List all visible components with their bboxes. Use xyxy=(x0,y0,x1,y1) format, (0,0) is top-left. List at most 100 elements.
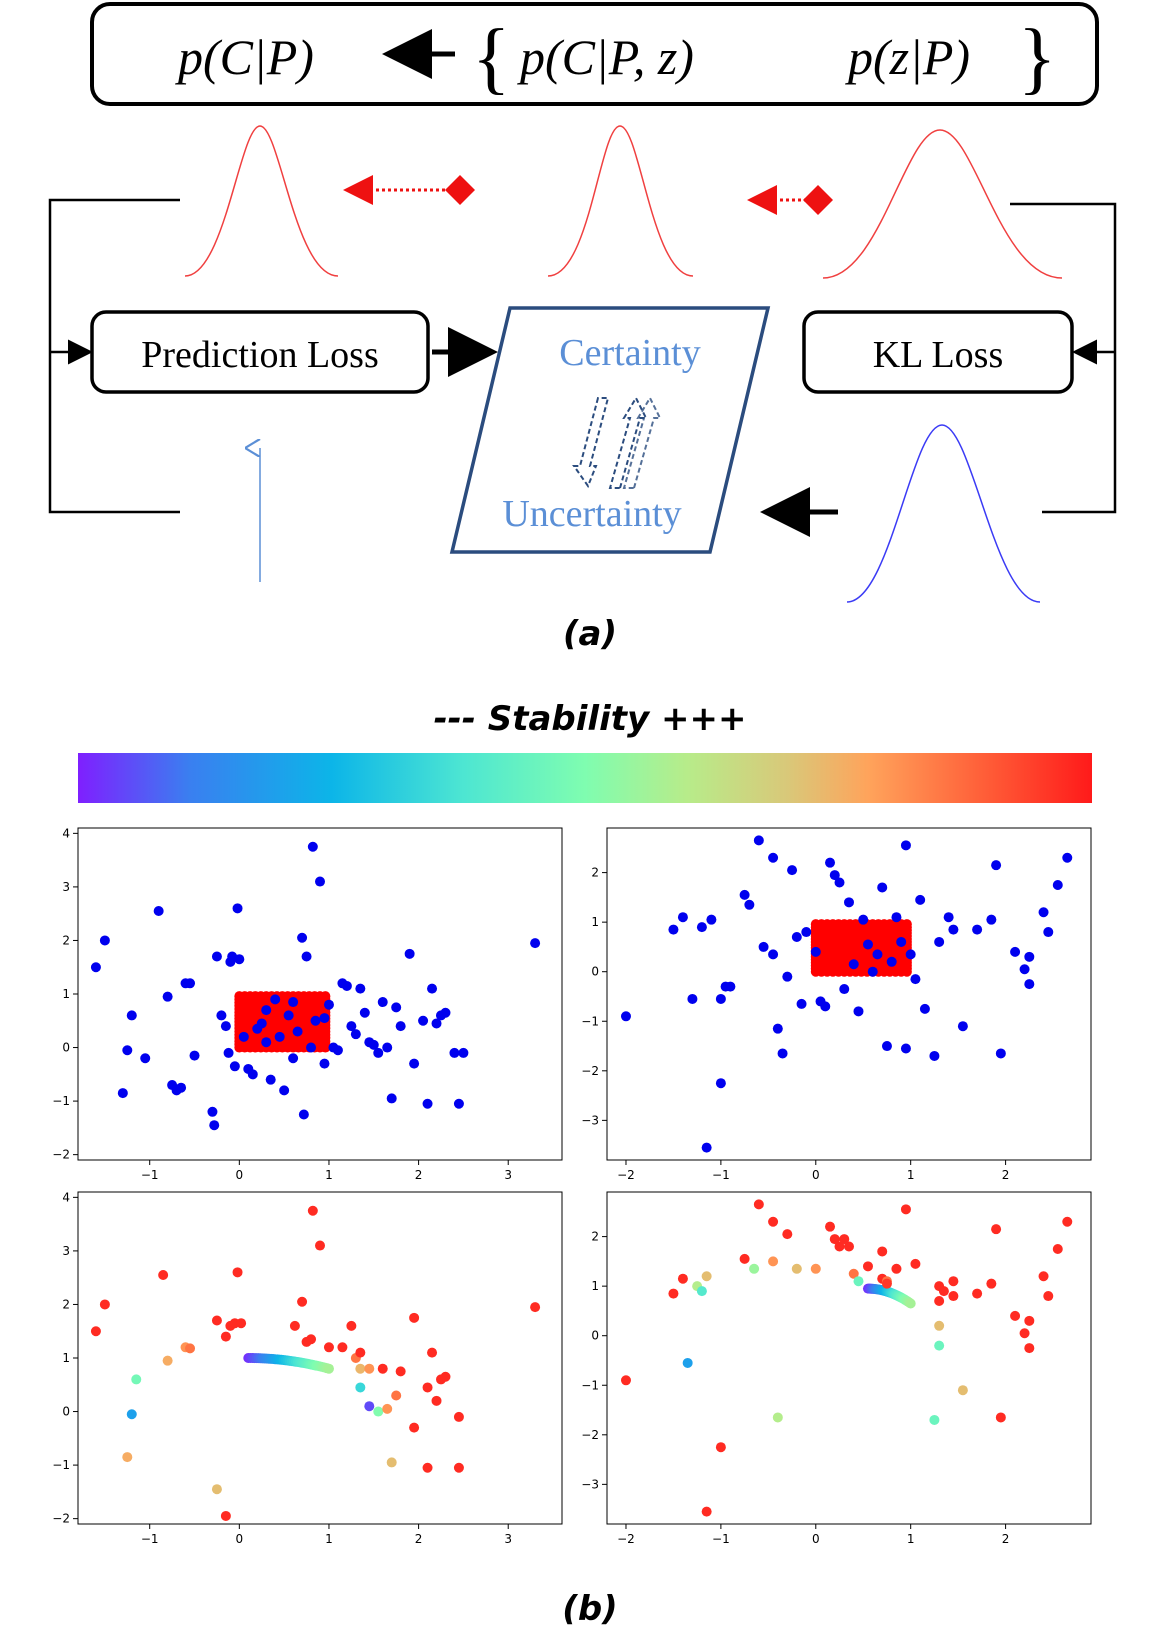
certainty-parallelogram xyxy=(449,306,771,554)
data-point xyxy=(668,1288,679,1299)
data-point xyxy=(905,949,916,960)
data-point xyxy=(834,1241,845,1252)
x-tick-label: −2 xyxy=(617,1168,635,1182)
data-point xyxy=(862,1261,873,1272)
data-point xyxy=(234,954,245,965)
formula-left: p(C|P) xyxy=(175,29,314,85)
data-point xyxy=(409,1058,420,1069)
data-point xyxy=(341,980,352,991)
data-point xyxy=(749,1263,760,1274)
y-tick-label: −1 xyxy=(52,1094,70,1108)
data-point xyxy=(796,998,807,1009)
gaussian-curve-right xyxy=(822,129,1063,279)
y-tick-label: 0 xyxy=(62,1041,70,1055)
data-point xyxy=(211,1315,222,1326)
data-point xyxy=(122,1452,133,1463)
formula-middle: p(C|P, z) xyxy=(517,29,694,85)
data-point xyxy=(301,951,312,962)
formula-box xyxy=(90,2,1099,106)
data-point xyxy=(232,903,243,914)
x-tick-label: −1 xyxy=(141,1532,159,1546)
data-point xyxy=(1038,907,1049,918)
data-point xyxy=(986,914,997,925)
data-point xyxy=(323,1342,334,1353)
data-point xyxy=(211,1484,222,1495)
axes-frame xyxy=(606,1191,1092,1525)
x-tick-label: 1 xyxy=(325,1532,333,1546)
data-point xyxy=(620,1375,631,1386)
data-point xyxy=(418,1015,429,1026)
x-tick-label: 2 xyxy=(1002,1532,1010,1546)
data-point xyxy=(1043,1291,1054,1302)
data-point xyxy=(938,1286,949,1297)
data-point xyxy=(877,882,888,893)
data-point xyxy=(782,971,793,982)
y-tick-label: 4 xyxy=(62,826,70,840)
data-point xyxy=(725,981,736,992)
data-point xyxy=(279,1085,290,1096)
x-tick-label: 0 xyxy=(236,1168,244,1182)
formula-brace-close: } xyxy=(1018,14,1056,102)
data-point xyxy=(409,1312,420,1323)
data-point xyxy=(427,983,438,994)
right-feedback-line xyxy=(1010,202,1117,514)
data-point xyxy=(919,1003,930,1014)
data-point xyxy=(772,1023,783,1034)
data-point xyxy=(90,1326,101,1337)
data-point xyxy=(1010,1310,1021,1321)
data-point xyxy=(915,894,926,905)
data-point xyxy=(315,1240,325,1251)
data-point xyxy=(431,1018,442,1029)
data-point xyxy=(848,1268,859,1279)
data-point xyxy=(948,1291,959,1302)
data-point xyxy=(229,1061,240,1072)
data-point xyxy=(223,1047,234,1058)
data-point xyxy=(530,938,541,949)
certainty-label: Certainty xyxy=(559,332,700,374)
y-tick-label: 2 xyxy=(62,1297,70,1311)
data-point xyxy=(853,1006,864,1017)
data-point xyxy=(306,1042,317,1053)
data-point xyxy=(422,1462,433,1473)
data-point xyxy=(848,959,859,970)
kl-loss-label: KL Loss xyxy=(873,334,1004,376)
x-tick-label: −1 xyxy=(141,1168,159,1182)
data-point xyxy=(696,922,707,933)
gaussian-curve-blue xyxy=(846,424,1041,603)
data-point xyxy=(991,1224,1002,1235)
data-point xyxy=(99,1299,110,1310)
data-point xyxy=(216,1010,227,1021)
x-tick-label: 2 xyxy=(1002,1168,1010,1182)
y-tick-label: −2 xyxy=(581,1064,599,1078)
data-point xyxy=(355,1382,366,1393)
data-point xyxy=(307,1205,318,1216)
data-point xyxy=(1062,1216,1073,1227)
data-point xyxy=(844,1241,854,1252)
formula-brace-open: { xyxy=(472,14,510,102)
data-point xyxy=(929,1050,940,1061)
data-point xyxy=(391,1002,402,1013)
data-point xyxy=(829,870,840,881)
data-point xyxy=(1024,951,1035,962)
data-point xyxy=(355,1347,366,1358)
x-tick-label: 0 xyxy=(812,1168,820,1182)
data-point xyxy=(298,1109,309,1120)
data-point xyxy=(715,1078,726,1089)
y-tick-label: 0 xyxy=(591,965,599,979)
data-point xyxy=(422,1098,433,1109)
data-point xyxy=(934,1296,945,1307)
data-point xyxy=(620,1011,631,1022)
data-point xyxy=(753,835,764,846)
data-point xyxy=(453,1462,464,1473)
data-point xyxy=(220,1510,231,1521)
y-tick-label: −1 xyxy=(52,1458,70,1472)
data-point xyxy=(382,1403,393,1414)
data-point xyxy=(236,1318,247,1329)
x-tick-label: −1 xyxy=(712,1532,730,1546)
data-point xyxy=(297,932,308,943)
data-point xyxy=(677,1273,688,1284)
data-point xyxy=(791,1263,802,1274)
y-tick-label: −2 xyxy=(581,1428,599,1442)
data-point xyxy=(948,924,959,935)
